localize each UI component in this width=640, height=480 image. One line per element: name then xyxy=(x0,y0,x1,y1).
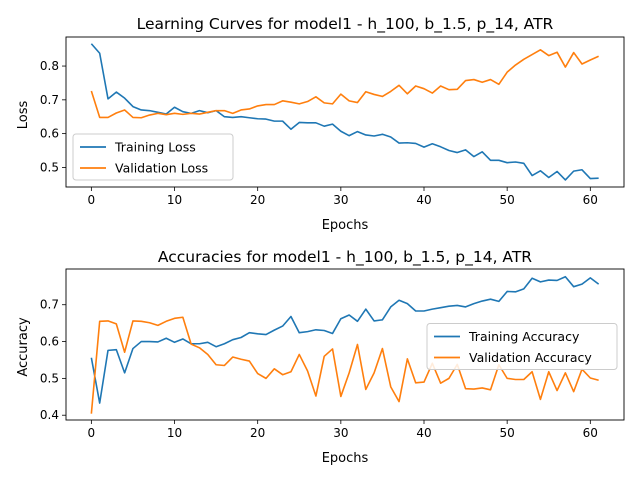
legend: Training Accuracy Validation Accuracy xyxy=(426,323,618,370)
plot-lines xyxy=(90,43,599,181)
legend: Training Loss Validation Loss xyxy=(72,133,234,181)
y-tick-label: 0.7 xyxy=(40,93,59,107)
y-tick-label: 0.6 xyxy=(40,335,59,349)
legend-label: Training Loss xyxy=(114,140,196,155)
chart-title: Learning Curves for model1 - h_100, b_1.… xyxy=(137,15,554,34)
series-line-secondary xyxy=(90,49,599,119)
y-tick-label: 0.7 xyxy=(40,298,59,312)
legend-box xyxy=(72,133,234,181)
x-tick-label: 10 xyxy=(167,193,182,207)
y-axis-label: Accuracy xyxy=(16,317,31,377)
axes-frame xyxy=(65,36,625,188)
accuracy-chart: Accuracies for model1 - h_100, b_1.5, p_… xyxy=(16,248,625,466)
y-tick-label: 0.8 xyxy=(40,59,59,73)
series-line-primary xyxy=(90,275,600,404)
x-tick-label: 60 xyxy=(583,426,598,440)
loss-chart: Learning Curves for model1 - h_100, b_1.… xyxy=(16,15,625,233)
x-tick-label: 50 xyxy=(500,426,515,440)
y-tick-label: 0.5 xyxy=(40,371,59,385)
legend-label: Training Accuracy xyxy=(468,329,580,344)
x-tick-label: 30 xyxy=(333,193,348,207)
axes-frame xyxy=(65,268,625,421)
x-axis-label: Epochs xyxy=(322,218,369,233)
y-tick-label: 0.6 xyxy=(40,127,59,141)
x-tick-label: 20 xyxy=(250,426,265,440)
x-tick-label: 40 xyxy=(416,426,431,440)
x-tick-label: 60 xyxy=(583,193,598,207)
y-axis-label: Loss xyxy=(16,101,31,130)
axis-ticks: 0 10 20 30 40 50 60 0.5 0.6 0.7 0.8 xyxy=(40,59,598,207)
series-line-primary xyxy=(90,43,599,181)
series-line-secondary xyxy=(90,316,599,414)
legend-box xyxy=(426,323,618,370)
chart-title: Accuracies for model1 - h_100, b_1.5, p_… xyxy=(158,248,532,267)
x-tick-label: 50 xyxy=(500,193,515,207)
plot-lines xyxy=(90,275,600,414)
axis-ticks: 0 10 20 30 40 50 60 0.4 0.5 0.6 0.7 xyxy=(40,298,598,440)
x-tick-label: 20 xyxy=(250,193,265,207)
x-tick-label: 10 xyxy=(167,426,182,440)
x-tick-label: 0 xyxy=(88,193,96,207)
legend-label: Validation Loss xyxy=(115,161,208,176)
x-tick-label: 40 xyxy=(416,193,431,207)
x-axis-label: Epochs xyxy=(322,451,369,466)
x-tick-label: 0 xyxy=(88,426,96,440)
y-tick-label: 0.5 xyxy=(40,160,59,174)
x-tick-label: 30 xyxy=(333,426,348,440)
y-tick-label: 0.4 xyxy=(40,408,59,422)
legend-label: Validation Accuracy xyxy=(469,350,592,365)
